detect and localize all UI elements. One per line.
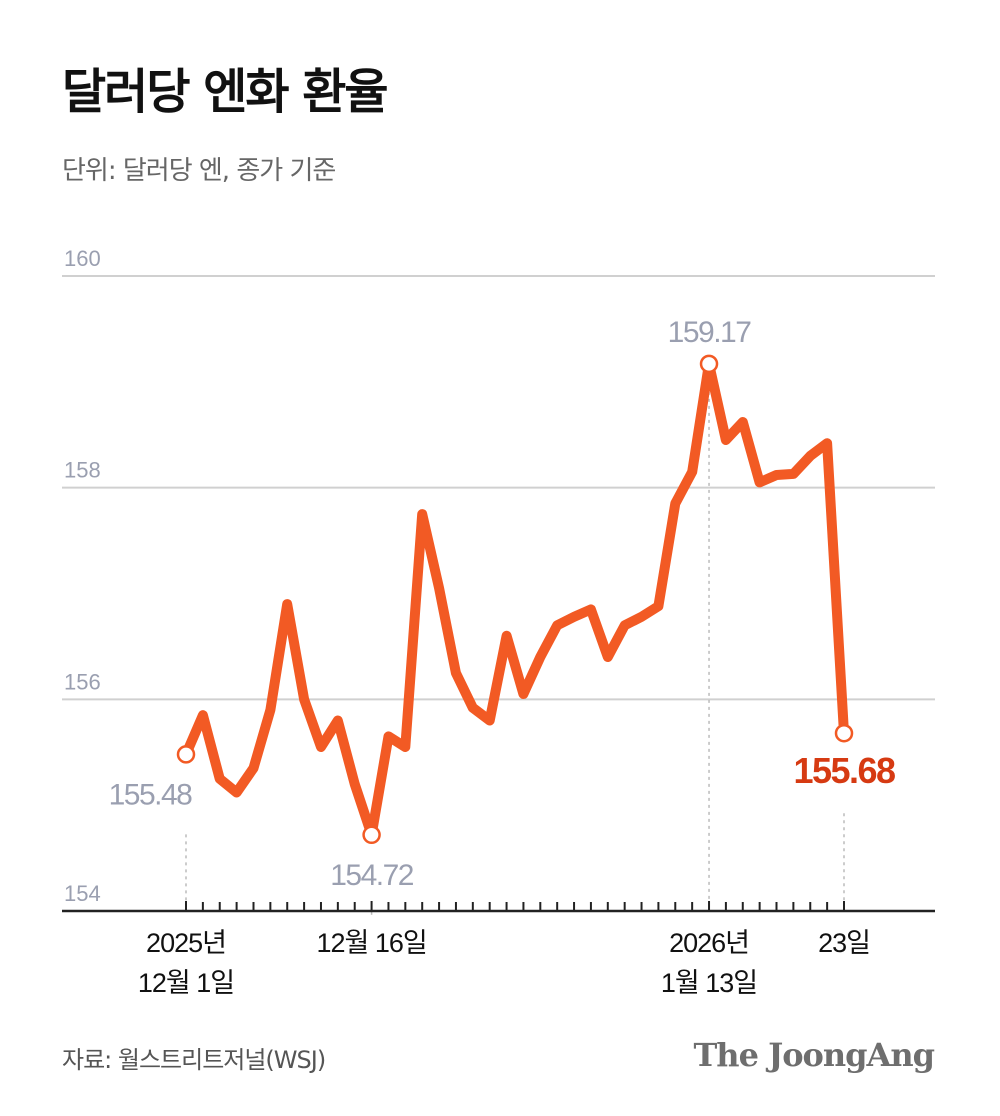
chart-subtitle: 단위: 달러당 엔, 종가 기준	[62, 156, 336, 186]
data-point-marker	[362, 825, 381, 845]
x-axis-label: 2026년 1월 13일	[661, 928, 757, 998]
data-label: 155.48	[109, 778, 193, 811]
data-label: 154.72	[330, 859, 414, 892]
x-axis-label: 12월 16일	[316, 928, 426, 958]
x-axis-label: 23일	[818, 928, 870, 958]
brand-logo: The JoongAng	[693, 1036, 935, 1074]
data-point-marker	[834, 723, 854, 743]
data-point-marker	[176, 745, 196, 764]
y-tick-label: 156	[64, 669, 101, 694]
data-label: 159.17	[668, 316, 752, 349]
chart-title: 달러당 엔화 환율	[62, 64, 389, 120]
y-tick-label: 160	[64, 246, 101, 271]
x-axis-label: 2025년 12월 1일	[138, 928, 234, 998]
y-tick-label: 158	[64, 458, 101, 483]
source-note: 자료: 월스트리트저널(WSJ)	[62, 1046, 326, 1074]
series-line	[181, 358, 849, 840]
data-point-marker	[699, 354, 719, 374]
data-label: 155.68	[793, 750, 895, 791]
y-tick-label: 154	[64, 881, 101, 906]
